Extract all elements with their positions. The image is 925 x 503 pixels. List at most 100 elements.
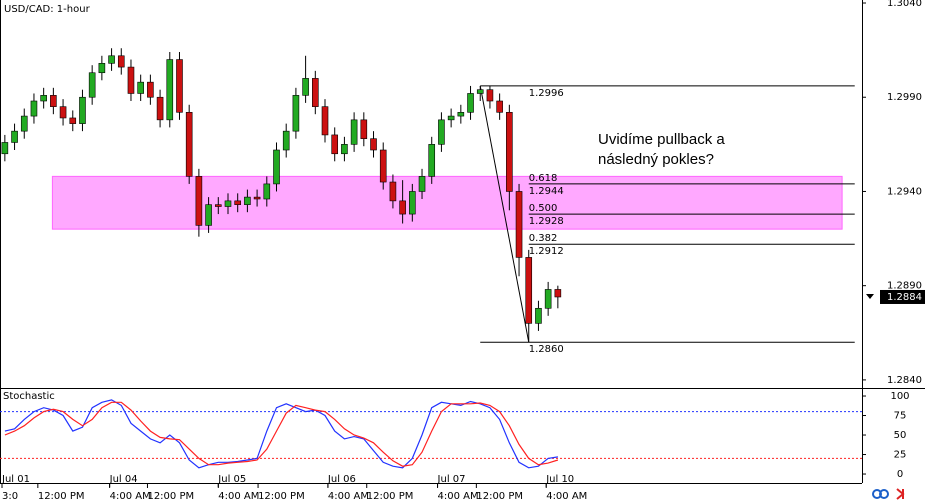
candle-body xyxy=(457,112,465,117)
candle-body xyxy=(1,142,9,155)
candle-body xyxy=(253,196,261,200)
candle-body xyxy=(185,112,193,177)
fib-price-label: 1.2860 xyxy=(529,344,564,355)
candle-body xyxy=(282,130,290,151)
candle-body xyxy=(418,176,426,192)
candle-body xyxy=(30,100,38,117)
y-tick-label: 25 xyxy=(894,450,907,461)
x-time-label: 12:00 PM xyxy=(147,491,194,502)
x-time-label: 4:00 AM xyxy=(546,491,587,502)
candle-body xyxy=(321,106,329,136)
link-icon[interactable] xyxy=(879,489,889,499)
candle-body xyxy=(292,95,300,132)
x-date-label: Jul 05 xyxy=(217,474,246,485)
candle-body xyxy=(438,119,445,145)
candle-body xyxy=(234,200,241,205)
candle-body xyxy=(108,55,115,64)
fib-trend xyxy=(479,85,530,343)
candle-body xyxy=(506,112,513,192)
title-bg xyxy=(2,2,97,16)
candle-body xyxy=(496,100,503,113)
price-panel: 1.3040 1.2990 1.2940 1.2890 1.2840 1.2996 1.28… xyxy=(1,0,925,386)
x-date-label: Jul 10 xyxy=(545,474,574,485)
x-time-label: 12:00 PM xyxy=(38,491,85,502)
x-date-label: Jul 01 xyxy=(1,474,30,485)
shift-icon[interactable] xyxy=(896,488,905,500)
candle-body xyxy=(515,191,523,258)
candle-body xyxy=(166,59,174,121)
candle-body xyxy=(447,115,455,121)
candle-body xyxy=(399,200,406,215)
candle-body xyxy=(79,96,86,124)
fib-ratio-label: 0.500 xyxy=(529,203,558,214)
candle-body xyxy=(224,200,232,207)
candle-body xyxy=(98,63,106,74)
chart-title: USD/CAD: 1-hour xyxy=(4,4,91,15)
zone xyxy=(51,175,843,230)
candle-body xyxy=(302,78,309,96)
candle-body xyxy=(50,95,57,107)
fib-ratio-label: 0.618 xyxy=(529,173,558,184)
candle-body xyxy=(467,93,474,113)
last-price-label: 1.2884 xyxy=(887,292,922,303)
x-time-label: 4:00 AM xyxy=(438,491,479,502)
candle-body xyxy=(195,176,203,226)
candle-body xyxy=(88,72,96,98)
x-time-label: 12:00 PM xyxy=(476,491,523,502)
candle-body xyxy=(312,78,319,107)
candle-body xyxy=(59,106,67,119)
fib-price-label: 1.2944 xyxy=(529,186,564,197)
candle-body xyxy=(341,144,348,155)
x-date-label: Jul 06 xyxy=(327,474,356,485)
candle-body xyxy=(535,307,542,324)
fib-price-label: 1.2912 xyxy=(529,246,564,257)
candle-body xyxy=(205,204,212,226)
candle-body xyxy=(137,81,144,94)
x-date-label: Jul 07 xyxy=(437,474,466,485)
y-tick-label: 1.3040 xyxy=(887,0,922,9)
candle-body xyxy=(409,191,416,215)
x-time-label: 4:00 AM xyxy=(218,491,259,502)
y-tick-label: 1.2840 xyxy=(887,375,922,386)
candle-body xyxy=(156,96,164,121)
candle-body xyxy=(147,81,154,98)
candle-body xyxy=(127,66,135,94)
x-time-label: 12:00 PM xyxy=(258,491,305,502)
candle-body xyxy=(554,289,562,298)
candle-body xyxy=(428,144,436,177)
candle-body xyxy=(544,289,552,309)
annotation: následný pokles? xyxy=(598,151,714,168)
stoch-title-bg xyxy=(2,389,58,403)
last-price-tag xyxy=(880,289,925,304)
fib-price-label: 1.2996 xyxy=(529,88,564,99)
candle-body xyxy=(360,119,368,139)
x-time-label: 3:0 xyxy=(2,491,18,502)
last-price-arrow xyxy=(866,293,874,299)
y-tick-label: 0 xyxy=(897,469,903,480)
x-date-label: Jul 04 xyxy=(109,474,138,485)
candle-body xyxy=(486,89,494,102)
candle-body xyxy=(214,204,222,207)
y-tick-label: 1.2890 xyxy=(887,281,922,292)
candle-body xyxy=(244,196,251,205)
candle-body xyxy=(176,59,183,113)
candle-body xyxy=(117,55,125,68)
y-tick-label: 1.2940 xyxy=(887,186,922,197)
candle-body xyxy=(11,130,18,143)
candle-body xyxy=(476,89,484,94)
candle-body xyxy=(379,149,387,183)
toolbar-icons[interactable] xyxy=(872,488,905,500)
candle-body xyxy=(40,95,47,102)
y-tick-label: 50 xyxy=(894,430,907,441)
stochastic-panel: 100 75 50 25 0 Jul 01 Jul 04 Jul 05 Jul 06 Jul 07… xyxy=(0,391,910,502)
candle-body xyxy=(525,257,533,324)
candle-body xyxy=(69,117,77,124)
stochastic-line xyxy=(4,401,559,467)
y-tick-label: 100 xyxy=(890,391,909,402)
annotation: Uvidíme pullback a xyxy=(598,131,725,148)
y-tick-label: 75 xyxy=(894,411,907,422)
x-time-label: 4:00 AM xyxy=(110,491,151,502)
fib-ratio-label: 0.382 xyxy=(529,233,558,244)
